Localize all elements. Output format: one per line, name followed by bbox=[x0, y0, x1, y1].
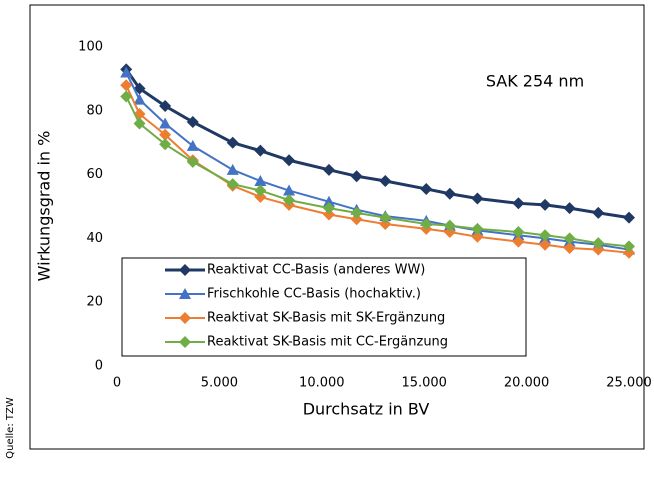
data-point bbox=[186, 115, 199, 128]
data-point bbox=[592, 243, 605, 256]
data-point bbox=[563, 202, 576, 215]
y-tick-label: 60 bbox=[86, 167, 103, 182]
data-point bbox=[226, 163, 239, 175]
legend-label: Reaktivat SK-Basis mit CC-Ergänzung bbox=[207, 335, 448, 350]
data-point bbox=[539, 198, 552, 211]
y-tick-label: 100 bbox=[78, 40, 103, 55]
data-point bbox=[120, 79, 133, 92]
data-point bbox=[159, 128, 172, 141]
series-line bbox=[125, 72, 630, 251]
x-tick-label: 25.000 bbox=[606, 376, 652, 391]
data-point bbox=[254, 174, 267, 186]
data-point bbox=[443, 219, 456, 232]
data-point bbox=[471, 222, 484, 235]
data-point bbox=[563, 232, 576, 245]
data-point bbox=[133, 117, 146, 130]
data-point bbox=[623, 246, 635, 259]
data-point bbox=[592, 206, 605, 219]
data-point bbox=[592, 237, 605, 250]
data-point bbox=[159, 117, 172, 129]
data-point bbox=[159, 100, 172, 113]
data-point bbox=[350, 213, 363, 226]
legend-label: Reaktivat CC-Basis (anderes WW) bbox=[207, 263, 425, 278]
legend: Reaktivat CC-Basis (anderes WW) Frischkoh… bbox=[121, 257, 527, 357]
y-tick-label: 0 bbox=[95, 359, 103, 374]
data-point bbox=[471, 230, 484, 243]
data-point bbox=[443, 226, 456, 239]
data-point bbox=[512, 226, 525, 239]
series-line bbox=[124, 68, 630, 220]
legend-marker bbox=[179, 312, 191, 324]
x-axis-label: Durchsatz in BV bbox=[303, 400, 430, 419]
data-point bbox=[120, 66, 133, 78]
data-point bbox=[539, 229, 552, 242]
data-point bbox=[254, 144, 267, 157]
data-point bbox=[226, 136, 239, 149]
y-tick-label: 20 bbox=[86, 295, 103, 310]
data-point bbox=[283, 154, 296, 167]
data-point bbox=[322, 163, 335, 176]
legend-label: Frischkohle CC-Basis (hochaktiv.) bbox=[207, 287, 421, 302]
x-tick-label: 15.000 bbox=[401, 376, 447, 391]
data-point bbox=[226, 178, 239, 191]
data-point bbox=[254, 184, 267, 197]
data-point bbox=[471, 192, 484, 205]
y-tick-label: 80 bbox=[86, 103, 103, 118]
series-line bbox=[125, 84, 630, 254]
data-point bbox=[133, 93, 146, 105]
legend-marker bbox=[179, 264, 191, 276]
data-point bbox=[283, 184, 296, 196]
x-tick-label: 0 bbox=[113, 376, 121, 391]
data-point bbox=[254, 190, 267, 203]
legend-marker bbox=[179, 288, 191, 299]
data-point bbox=[379, 174, 392, 187]
chart-frame bbox=[29, 4, 645, 450]
data-point bbox=[623, 240, 635, 253]
y-tick-label: 40 bbox=[86, 231, 103, 246]
x-tick-label: 10.000 bbox=[299, 376, 345, 391]
data-point bbox=[322, 202, 335, 215]
data-point bbox=[512, 197, 525, 210]
data-point bbox=[379, 211, 392, 224]
data-point bbox=[420, 218, 433, 231]
data-point bbox=[120, 90, 133, 103]
data-point bbox=[420, 182, 433, 195]
data-point bbox=[563, 241, 576, 254]
source: Quelle: TZW bbox=[5, 397, 16, 459]
data-point bbox=[186, 139, 199, 151]
legend-marker bbox=[179, 336, 191, 348]
data-point bbox=[379, 218, 392, 231]
x-tick-label: 5.000 bbox=[201, 376, 238, 391]
series-line bbox=[125, 96, 630, 248]
data-point bbox=[322, 195, 335, 207]
legend-label: Reaktivat SK-Basis mit SK-Ergänzung bbox=[207, 311, 445, 326]
x-tick-label: 20.000 bbox=[504, 376, 550, 391]
data-point bbox=[623, 211, 635, 224]
annotation: SAK 254 nm bbox=[486, 72, 584, 91]
data-point bbox=[443, 187, 456, 200]
data-point bbox=[512, 235, 525, 248]
data-point bbox=[283, 194, 296, 207]
data-point bbox=[186, 155, 199, 168]
data-point bbox=[350, 170, 363, 183]
legend-box bbox=[121, 257, 527, 357]
data-point bbox=[159, 138, 172, 151]
data-point bbox=[539, 238, 552, 251]
data-point bbox=[322, 208, 335, 221]
y-axis-label: Wirkungsgrad in % bbox=[35, 131, 54, 282]
data-point bbox=[350, 206, 363, 219]
